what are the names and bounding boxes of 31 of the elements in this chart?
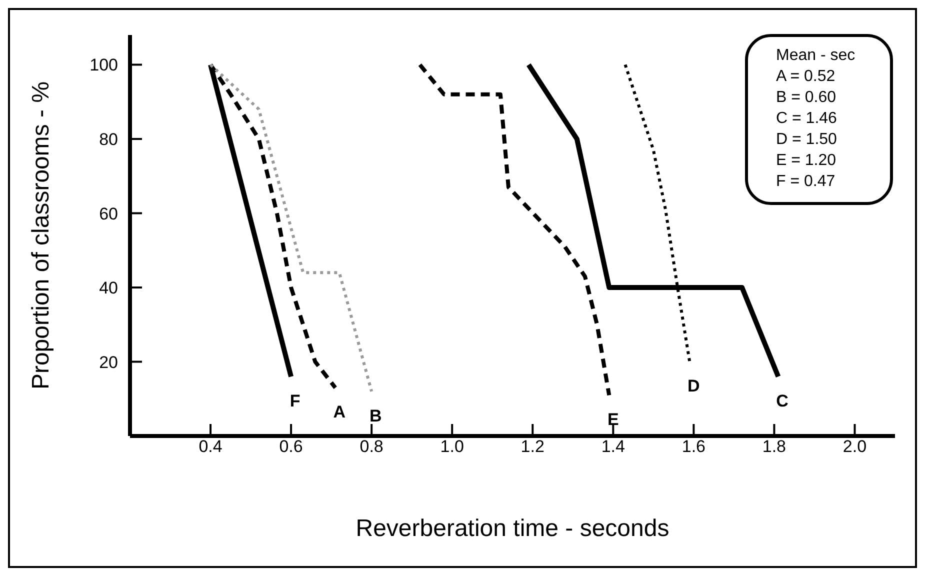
annotation: D = 1.50 xyxy=(775,130,838,150)
series-label: D xyxy=(688,376,700,396)
y-tick-label: 80 xyxy=(99,130,118,149)
annotation: F = 0.47 xyxy=(775,172,836,192)
series-label: E xyxy=(607,410,619,430)
x-axis-title: Reverberation time - seconds xyxy=(356,515,670,542)
x-tick-label: 1.2 xyxy=(520,437,544,456)
x-tick-label: 1.6 xyxy=(682,437,706,456)
series-label: F xyxy=(290,392,300,411)
x-tick-label: 0.6 xyxy=(279,437,303,456)
y-axis-title: Proportion of classrooms - % xyxy=(28,81,55,390)
line-series xyxy=(418,62,612,398)
x-tick-label: 0.8 xyxy=(360,437,384,456)
series-label: B xyxy=(369,406,382,426)
x-tick-label: 1.8 xyxy=(762,437,786,456)
line-series xyxy=(209,63,374,393)
annotation: Mean - sec xyxy=(775,46,856,66)
x-tick-label: 0.4 xyxy=(198,437,222,456)
x-tick-label: 2.0 xyxy=(842,437,867,456)
x-tick-label: 1.0 xyxy=(440,437,464,456)
annotation: B = 0.60 xyxy=(775,88,838,108)
x-tick-label: 1.4 xyxy=(601,437,625,456)
y-tick-label: 20 xyxy=(99,352,118,372)
annotation: C = 1.46 xyxy=(775,109,838,129)
y-tick-label: 40 xyxy=(99,278,118,298)
y-tick-label: 100 xyxy=(90,56,118,75)
y-tick-label: 60 xyxy=(99,204,118,224)
annotation: A = 0.52 xyxy=(775,67,836,87)
annotation: E = 1.20 xyxy=(775,151,838,171)
series-label: A xyxy=(333,402,346,422)
series-label: C xyxy=(776,392,788,411)
